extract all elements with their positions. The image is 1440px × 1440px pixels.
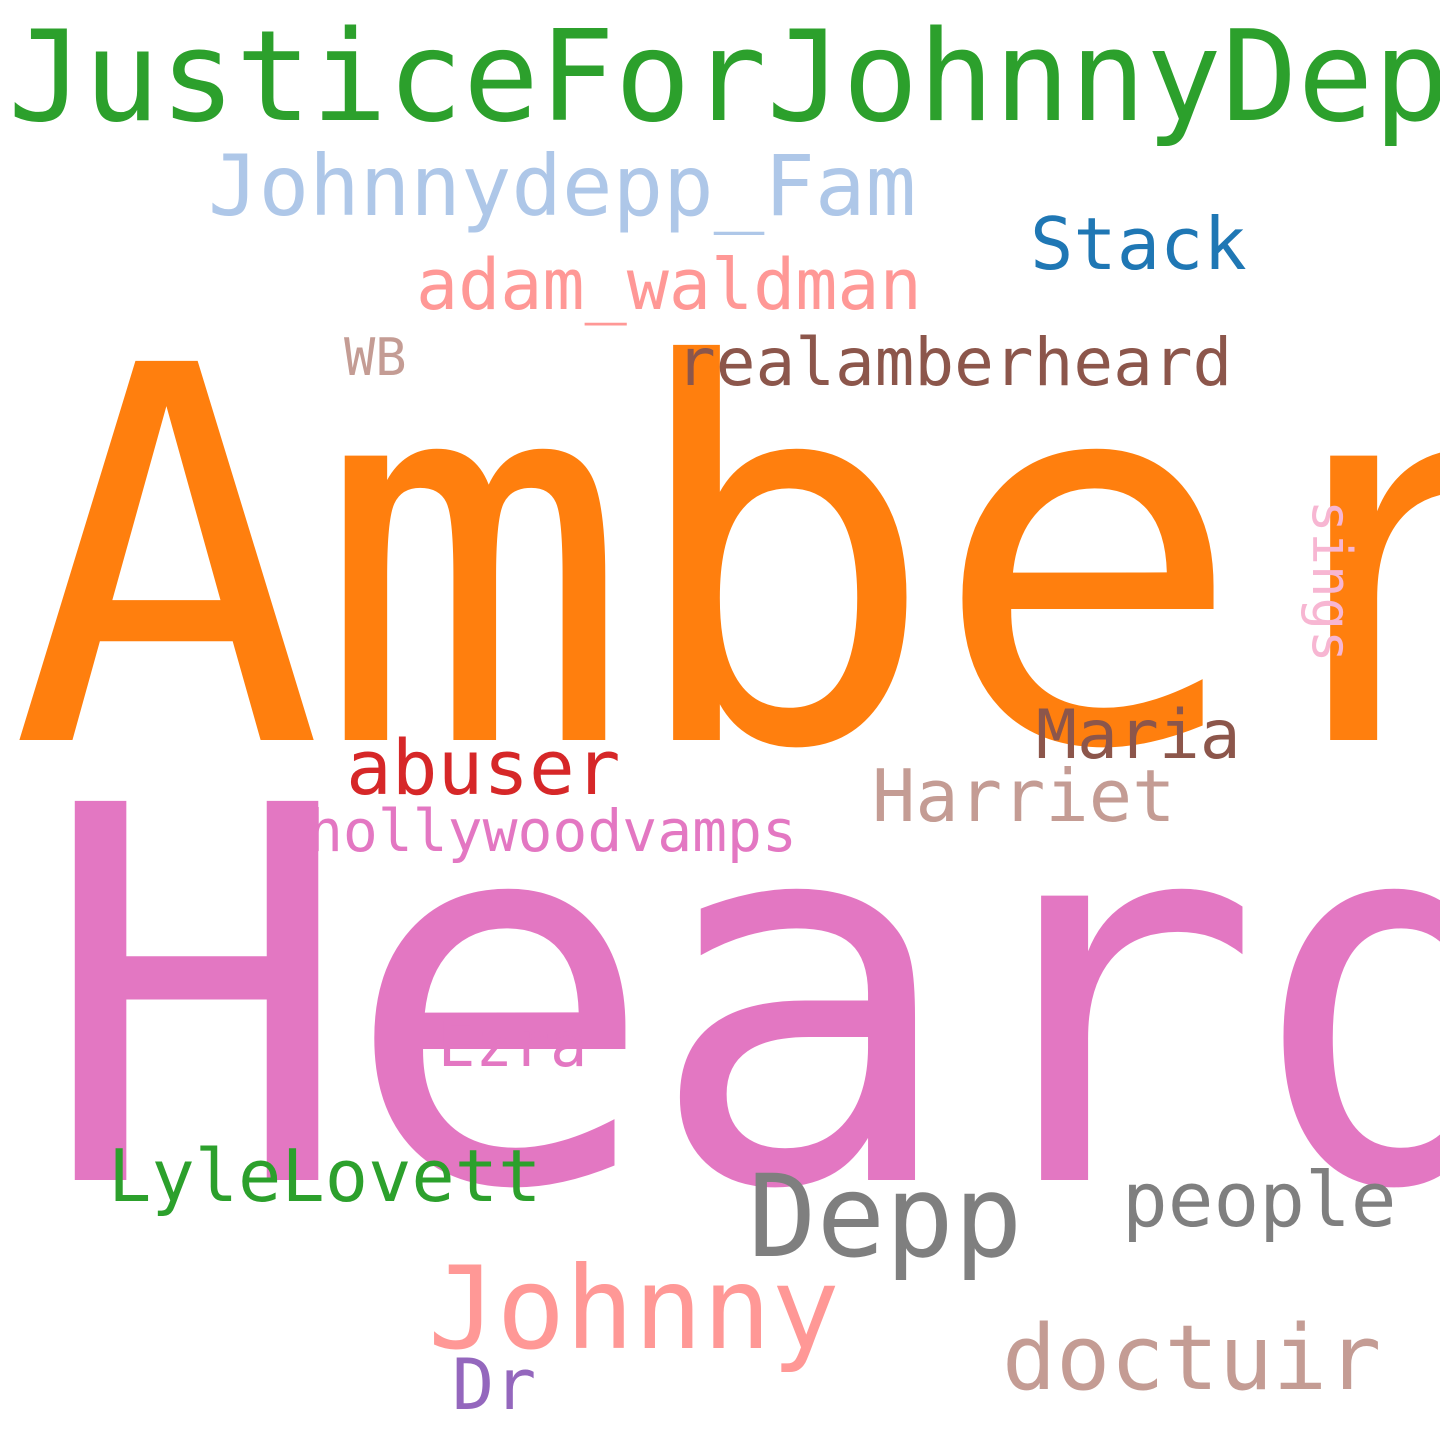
word-doctuir: doctuir <box>1002 1306 1382 1411</box>
word-johnnydepp-fam: Johnnydepp_Fam <box>208 137 917 235</box>
word-johnny: Johnny <box>428 1242 840 1375</box>
word-hollywoodvamps: hollywoodvamps <box>308 797 797 865</box>
word-justiceforjohnnydepp: JusticeForJohnnyDepp <box>8 3 1440 150</box>
word-heard: Heard <box>40 697 1440 1303</box>
word-wb: WB <box>344 328 407 388</box>
word-harriet: Harriet <box>872 754 1176 838</box>
word-lylelovett: LyleLovett <box>108 1134 542 1218</box>
word-adam-waldman: adam_waldman <box>416 244 922 326</box>
word-amber: Amber <box>10 257 1440 863</box>
word-abuser: abuser <box>346 723 621 812</box>
word-people: people <box>1122 1155 1397 1244</box>
word-dr: Dr <box>452 1344 537 1426</box>
word-ezra: Ezra <box>438 1008 588 1081</box>
word-depp: Depp <box>748 1150 1023 1283</box>
word-sings: sings <box>1300 500 1363 663</box>
word-stack: Stack <box>1030 202 1247 286</box>
word-realamberheard: realamberheard <box>676 324 1233 401</box>
word-maria: Maria <box>1036 696 1241 775</box>
